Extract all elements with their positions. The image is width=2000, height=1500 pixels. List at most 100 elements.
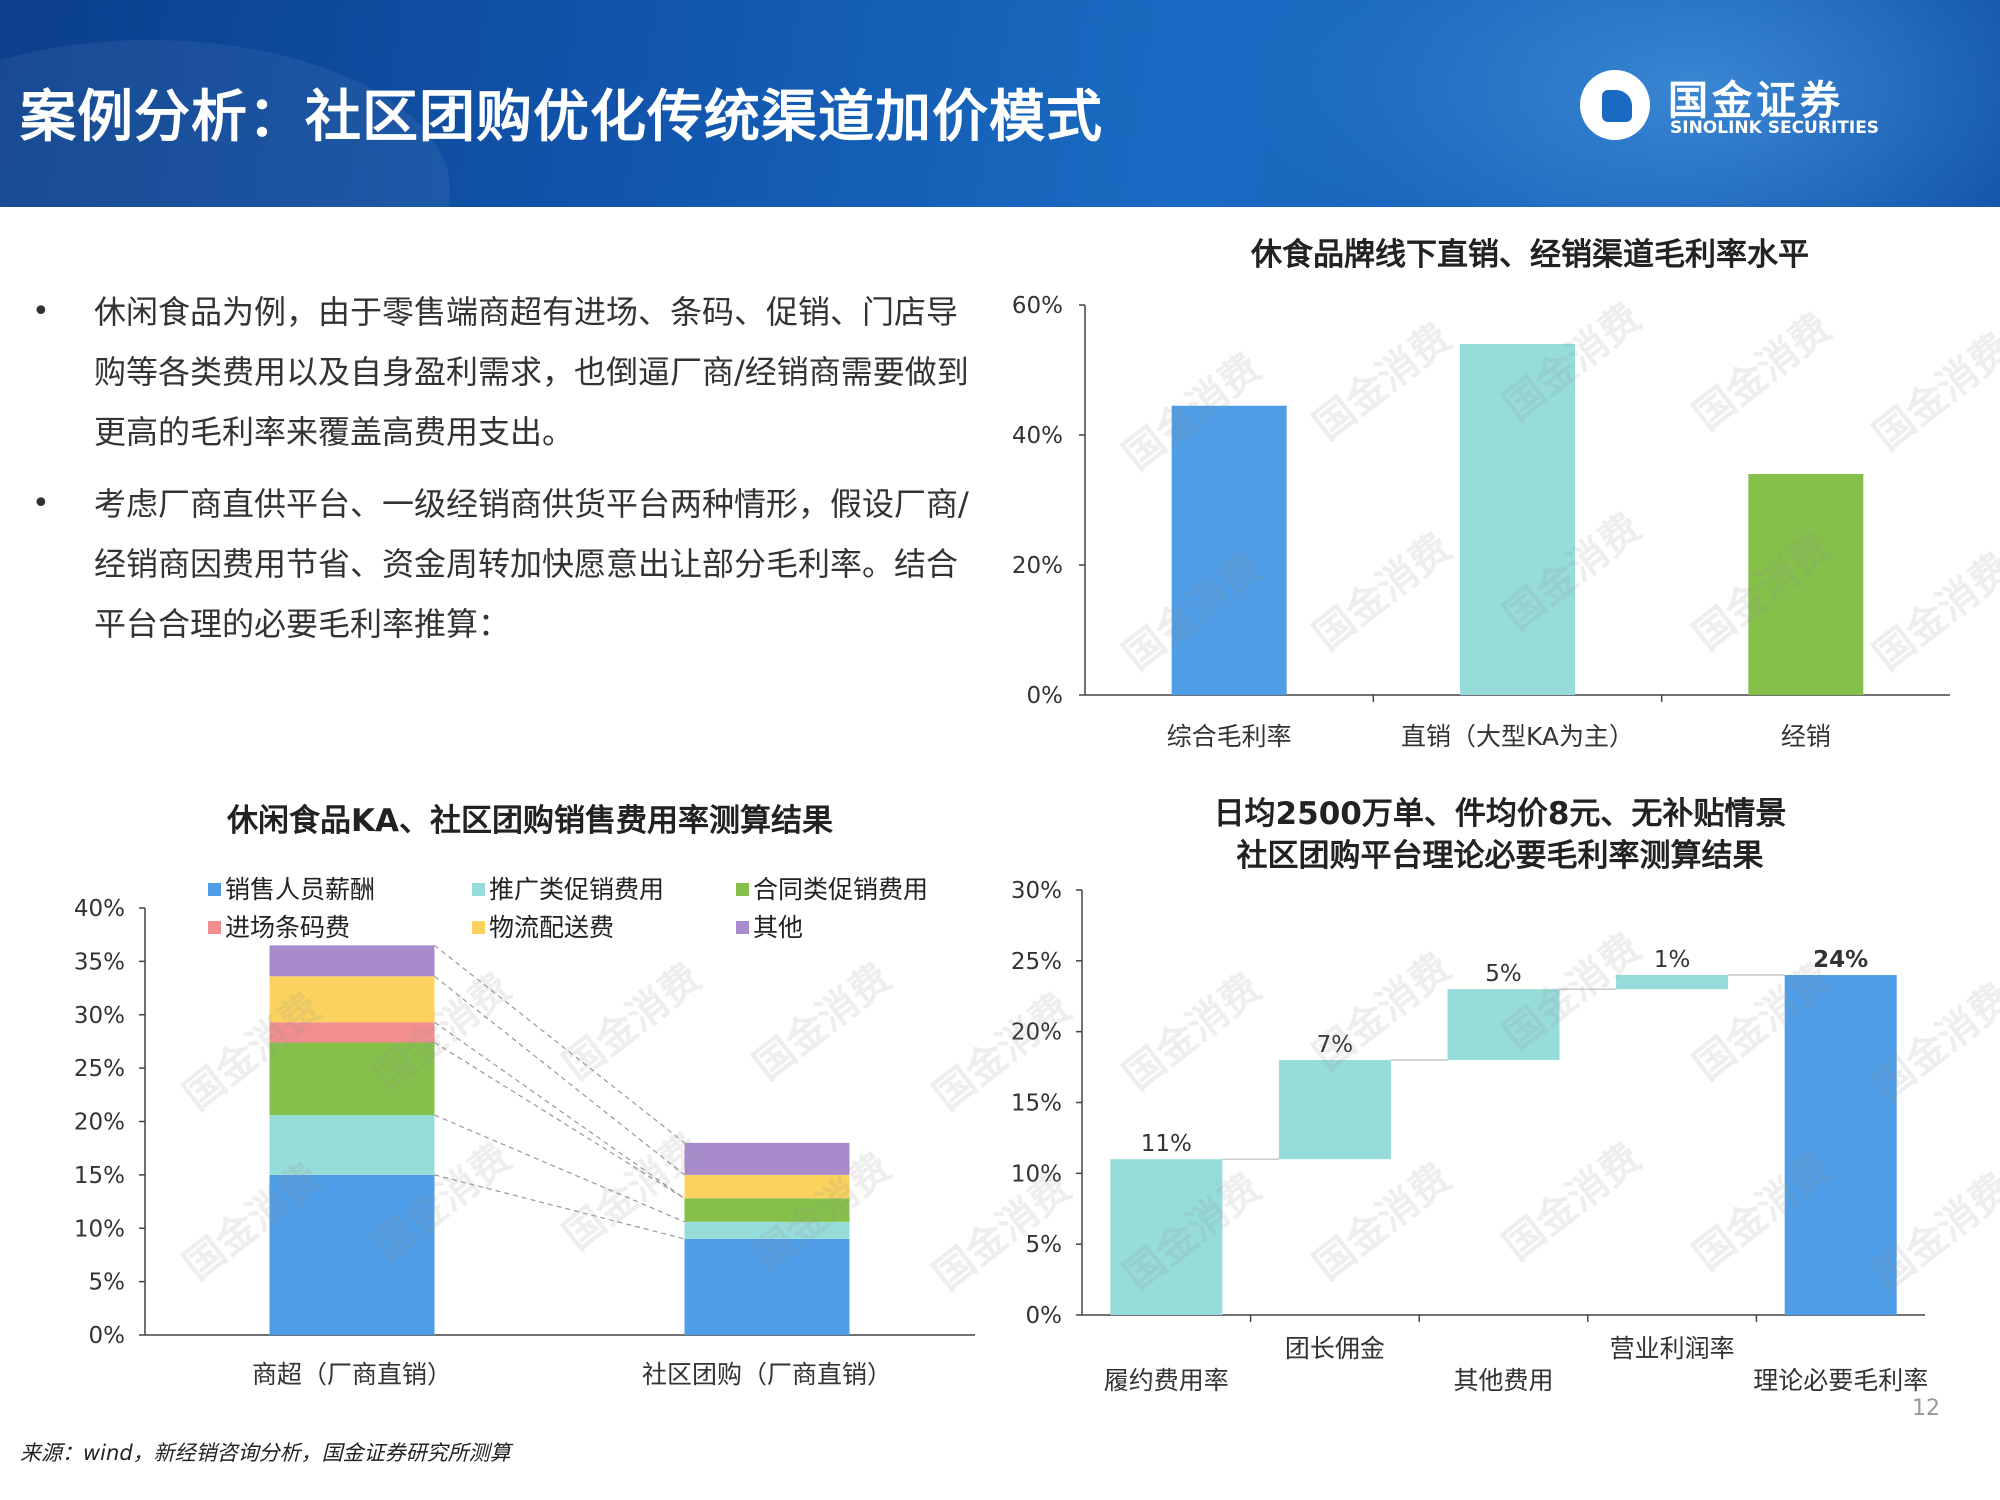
logo-chinese-name: 国金证券 [1668, 78, 1844, 124]
chart3-title: 日均2500万单、件均价8元、无补贴情景 社区团购平台理论必要毛利率测算结果 [1000, 793, 2000, 877]
chart2-stacked-segment [684, 1198, 850, 1222]
chart2-y-tick-label: 25% [74, 1056, 125, 1082]
chart2-y-tick-label: 35% [74, 949, 125, 975]
bullet-text: 考虑厂商直供平台、一级经销商供货平台两种情形，假设厂商/经销商因费用节省、资金周… [94, 485, 969, 643]
chart3-category-label: 团长佣金 [1285, 1334, 1385, 1363]
chart1-category-label: 经销 [1781, 722, 1831, 751]
logo-english-name: SINOLINK SECURITIES [1670, 118, 1880, 138]
chart3-waterfall-bar [1110, 1159, 1223, 1315]
chart2-stacked-segment [269, 1042, 435, 1116]
bullet-item: • 考虑厂商直供平台、一级经销商供货平台两种情形，假设厂商/经销商因费用节省、资… [28, 474, 978, 654]
chart3-data-label: 11% [1141, 1131, 1192, 1157]
chart3-category-label: 履约费用率 [1104, 1366, 1229, 1395]
chart2-y-tick-label: 40% [74, 896, 125, 922]
chart2-connector-line [434, 975, 685, 1176]
legend-label: 进场条码费 [225, 913, 351, 942]
chart3-y-tick-label: 15% [1011, 1091, 1062, 1117]
legend-item: 销售人员薪酬 [208, 870, 375, 906]
chart1-bar [1460, 344, 1575, 695]
chart3-y-tick-label: 30% [1011, 878, 1062, 904]
page-title: 案例分析：社区团购优化传统渠道加价模式 [20, 85, 1103, 150]
chart2-y-tick-label: 0% [89, 1323, 126, 1349]
chart1-margin-bars: 0% 20% 40% 60% 综合毛利率 直销（大型KA为主） 经销 [1012, 293, 1950, 751]
chart3-y-tick-label: 5% [1026, 1232, 1063, 1258]
legend-item: 推广类促销费用 [472, 870, 664, 906]
legend-swatch-icon [208, 920, 221, 934]
chart2-stacked-segment [684, 1174, 850, 1199]
chart2-connector-line [434, 944, 685, 1144]
legend-label: 销售人员薪酬 [225, 875, 376, 904]
legend-swatch-icon [736, 920, 749, 934]
legend-label: 推广类促销费用 [489, 875, 665, 904]
source-note: 来源：wind，新经销咨询分析，国金证券研究所测算 [20, 1441, 511, 1465]
chart1-y-tick-label: 60% [1012, 293, 1063, 319]
chart2-stacked-segment [269, 976, 435, 1023]
chart2-connector-line [434, 1041, 685, 1199]
chart3-data-label: 5% [1485, 961, 1522, 987]
chart3-waterfall: 0% 5% 10% 15% 20% 25% 30% 11% 履约费用率 7% 团长佣金 5% 其他费用 1… [1011, 878, 1928, 1395]
chart3-category-label: 其他费用 [1453, 1366, 1553, 1395]
header-banner: 案例分析：社区团购优化传统渠道加价模式 国金证券 SINOLINK SECURI… [0, 0, 2000, 207]
company-logo: 国金证券 SINOLINK SECURITIES [1580, 64, 1910, 144]
chart2-stacked-segment [684, 1221, 850, 1239]
chart3-data-label: 24% [1813, 947, 1868, 973]
chart1-y-tick-label: 40% [1012, 423, 1063, 449]
chart2-connector-line [434, 1114, 685, 1223]
chart3-waterfall-bar [1616, 975, 1729, 990]
chart2-stacked-expense-bars: 0% 5% 10% 15% 20% 25% 30% 35% 40% 商超（厂商直销） 社区团购（厂商… [74, 896, 975, 1389]
chart3-category-label: 营业利润率 [1610, 1334, 1735, 1363]
chart2-stacked-segment [269, 1115, 435, 1175]
chart1-bar [1748, 474, 1864, 695]
page-number: 12 [1912, 1396, 1940, 1421]
legend-swatch-icon [736, 882, 749, 896]
chart2-title: 休闲食品KA、社区团购销售费用率测算结果 [226, 803, 833, 839]
legend-item: 其他 [736, 908, 803, 944]
chart1-category-label: 直销（大型KA为主） [1401, 722, 1634, 751]
chart3-y-tick-label: 10% [1011, 1161, 1062, 1187]
chart2-y-tick-label: 20% [74, 1110, 125, 1136]
chart2-stacked-segment [269, 945, 435, 977]
chart2-category-label: 商超（厂商直销） [252, 1360, 452, 1389]
chart1-y-tick-label: 0% [1027, 683, 1064, 709]
chart3-waterfall-bar [1784, 975, 1897, 1315]
bullet-dot-icon: • [32, 294, 50, 329]
chart3-category-label: 理论必要毛利率 [1753, 1366, 1928, 1395]
chart1-y-tick-label: 20% [1012, 553, 1063, 579]
chart3-title-line-2: 社区团购平台理论必要毛利率测算结果 [1236, 838, 1764, 874]
chart2-y-tick-label: 30% [74, 1003, 125, 1029]
chart3-y-tick-label: 25% [1011, 949, 1062, 975]
legend-label: 物流配送费 [489, 913, 615, 942]
chart3-data-label: 7% [1317, 1032, 1354, 1058]
legend-label: 合同类促销费用 [753, 875, 929, 904]
bullet-text: 休闲食品为例，由于零售端商超有进场、条码、促销、门店导购等各类费用以及自身盈利需… [94, 293, 969, 451]
chart1-category-label: 综合毛利率 [1167, 722, 1292, 751]
chart2-stacked-segment [269, 1022, 435, 1043]
legend-item: 合同类促销费用 [736, 870, 928, 906]
chart2-y-tick-label: 15% [74, 1163, 125, 1189]
bullet-item: • 休闲食品为例，由于零售端商超有进场、条码、促销、门店导购等各类费用以及自身盈… [28, 282, 978, 462]
legend-swatch-icon [208, 882, 221, 896]
chart3-waterfall-bar [1447, 989, 1560, 1060]
chart3-data-label: 1% [1654, 947, 1691, 973]
chart2-connector-line [434, 1174, 685, 1240]
chart3-title-line-1: 日均2500万单、件均价8元、无补贴情景 [1213, 796, 1787, 832]
logo-mark-icon [1580, 70, 1650, 140]
chart3-y-tick-label: 20% [1011, 1020, 1062, 1046]
legend-item: 物流配送费 [472, 908, 614, 944]
chart3-y-tick-label: 0% [1026, 1303, 1063, 1329]
chart2-connector-line [434, 1021, 685, 1199]
chart2-stacked-segment [684, 1238, 850, 1335]
chart3-waterfall-bar [1278, 1060, 1391, 1160]
chart2-stacked-segment [269, 1174, 435, 1335]
legend-swatch-icon [472, 920, 485, 934]
chart2-category-label: 社区团购（厂商直销） [642, 1360, 892, 1389]
legend-label: 其他 [753, 913, 804, 942]
chart2-stacked-segment [684, 1142, 850, 1175]
chart2-y-tick-label: 5% [89, 1270, 126, 1296]
bullet-list: • 休闲食品为例，由于零售端商超有进场、条码、促销、门店导购等各类费用以及自身盈… [28, 282, 978, 666]
chart1-title: 休食品牌线下直销、经销渠道毛利率水平 [1251, 237, 1809, 273]
chart2-y-tick-label: 10% [74, 1216, 125, 1242]
legend-swatch-icon [472, 882, 485, 896]
bullet-dot-icon: • [32, 486, 50, 521]
legend-item: 进场条码费 [208, 908, 350, 944]
